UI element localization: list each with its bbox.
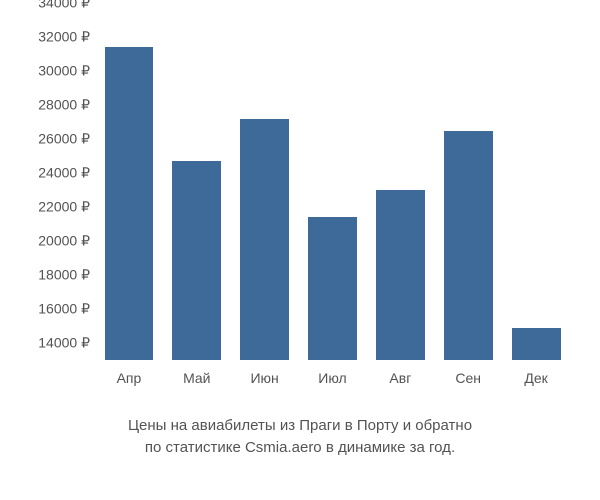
bar-slot: Июл xyxy=(299,20,367,360)
x-tick-label: Май xyxy=(183,370,210,386)
caption-line-2: по статистике Csmia.aero в динамике за г… xyxy=(30,437,570,459)
bar xyxy=(444,131,493,361)
y-tick-label: 34000 ₽ xyxy=(20,0,90,12)
y-tick-label: 16000 ₽ xyxy=(20,301,90,318)
bar xyxy=(376,190,425,360)
bars-group: АпрМайИюнИюлАвгСенДек xyxy=(95,20,570,360)
y-tick-label: 24000 ₽ xyxy=(20,165,90,182)
bar-slot: Авг xyxy=(366,20,434,360)
bar-slot: Дек xyxy=(502,20,570,360)
bar-slot: Апр xyxy=(95,20,163,360)
y-tick-label: 18000 ₽ xyxy=(20,267,90,284)
price-chart: 14000 ₽ 16000 ₽ 18000 ₽ 20000 ₽ 22000 ₽ 24000… xyxy=(0,0,600,500)
x-tick-label: Июн xyxy=(250,370,278,386)
y-tick-label: 20000 ₽ xyxy=(20,233,90,250)
y-tick-label: 30000 ₽ xyxy=(20,63,90,80)
x-tick-label: Дек xyxy=(524,370,547,386)
plot-area: 14000 ₽16000 ₽18000 ₽20000 ₽22000 ₽24000… xyxy=(95,20,570,360)
y-tick-label: 28000 ₽ xyxy=(20,97,90,114)
bar-slot: Июн xyxy=(231,20,299,360)
y-tick-label: 32000 ₽ xyxy=(20,29,90,46)
bar xyxy=(240,119,289,360)
bar xyxy=(172,161,221,360)
caption-line-1: Цены на авиабилеты из Праги в Порту и об… xyxy=(30,415,570,437)
y-tick-label: 22000 ₽ xyxy=(20,199,90,216)
x-tick-label: Авг xyxy=(389,370,411,386)
x-tick-label: Апр xyxy=(117,370,142,386)
y-tick-label: 14000 ₽ xyxy=(20,335,90,352)
chart-caption: Цены на авиабилеты из Праги в Порту и об… xyxy=(0,415,600,459)
bar xyxy=(512,328,561,360)
x-tick-label: Июл xyxy=(318,370,346,386)
y-tick-label: 26000 ₽ xyxy=(20,131,90,148)
bar-slot: Сен xyxy=(434,20,502,360)
bar-slot: Май xyxy=(163,20,231,360)
y-axis: 14000 ₽ 16000 ₽ 18000 ₽ 20000 ₽ 22000 ₽ 24000… xyxy=(20,20,90,360)
x-tick-label: Сен xyxy=(455,370,481,386)
bar xyxy=(105,47,154,360)
bar xyxy=(308,217,357,360)
